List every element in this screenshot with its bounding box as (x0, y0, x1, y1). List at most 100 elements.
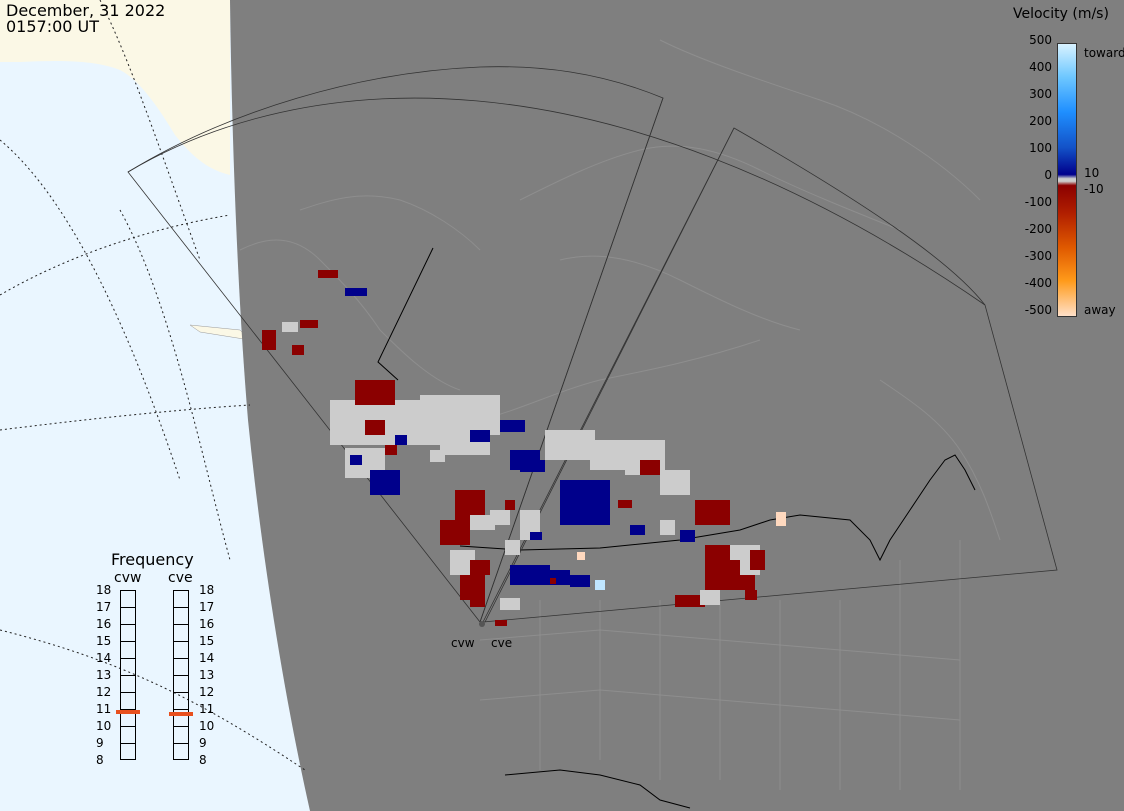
legend-title: Velocity (m/s) (1013, 6, 1109, 22)
frequency-tick: 13 (96, 668, 112, 682)
velocity-cell (370, 470, 400, 495)
frequency-tick: 9 (96, 736, 104, 750)
velocity-cell (300, 320, 318, 328)
legend-tick: 200 (1029, 114, 1052, 128)
geographic-outlines (239, 39, 1001, 790)
velocity-cell (660, 520, 675, 535)
velocity-cell (292, 345, 304, 355)
frequency-tick: 16 (96, 617, 112, 631)
velocity-cell (630, 525, 645, 535)
legend-threshold-neg: -10 (1084, 182, 1104, 196)
frequency-tick: 17 (199, 600, 215, 614)
velocity-cell (262, 330, 276, 350)
legend-tick: -200 (1024, 222, 1052, 236)
velocity-cell (440, 520, 470, 545)
velocity-cell (500, 420, 525, 432)
frequency-title: Frequency (111, 550, 194, 569)
frequency-tick: 15 (199, 634, 215, 648)
velocity-cell (500, 598, 520, 610)
velocity-cell (590, 440, 630, 470)
velocity-cell (660, 470, 690, 495)
frequency-tick: 13 (199, 668, 215, 682)
radar-fov (127, 66, 1058, 623)
legend-threshold-pos: 10 (1084, 166, 1100, 180)
latitude-grid (0, 0, 306, 771)
frequency-tick: 18 (96, 583, 112, 597)
time-label: 0157:00 UT (6, 17, 100, 36)
frequency-marker-cvw (116, 710, 140, 715)
velocity-cell (530, 532, 542, 540)
legend-tick: -500 (1024, 303, 1052, 317)
velocity-cell (470, 595, 485, 607)
frequency-tick: 8 (96, 753, 104, 767)
frequency-column-cve (173, 590, 189, 760)
velocity-cell (385, 445, 397, 455)
legend-tick: 0 (1044, 168, 1052, 182)
velocity-cell (540, 570, 570, 585)
legend-tick: 400 (1029, 60, 1052, 74)
frequency-tick: 14 (96, 651, 112, 665)
velocity-cell (345, 288, 367, 296)
frequency-tick: 8 (199, 753, 207, 767)
velocity-cell (505, 540, 520, 555)
velocity-cell (618, 500, 632, 508)
velocity-cell (282, 322, 298, 332)
velocity-cell (695, 500, 730, 525)
frequency-tick: 9 (199, 736, 207, 750)
frequency-tick: 14 (199, 651, 215, 665)
velocity-cell (776, 512, 786, 526)
legend-colorbar (1057, 43, 1077, 317)
legend-tick: 500 (1029, 33, 1052, 47)
velocity-cell (470, 430, 490, 442)
velocity-cell (675, 595, 705, 607)
frequency-tick: 12 (96, 685, 112, 699)
velocity-cell (318, 270, 338, 278)
velocity-cell (350, 455, 362, 465)
legend-tick: 300 (1029, 87, 1052, 101)
freq-radar-label-cvw: cvw (114, 570, 142, 586)
velocity-cell (355, 380, 395, 405)
legend-away: away (1084, 303, 1116, 317)
velocity-cell (430, 450, 445, 462)
frequency-tick: 18 (199, 583, 215, 597)
frequency-marker-cve (169, 712, 193, 717)
velocity-cell (570, 575, 590, 587)
legend-tick: -300 (1024, 249, 1052, 263)
velocity-cell (365, 420, 385, 435)
national-borders (377, 247, 976, 809)
frequency-tick: 12 (199, 685, 215, 699)
frequency-tick: 11 (199, 702, 215, 716)
frequency-tick: 10 (199, 719, 215, 733)
legend-tick: -400 (1024, 276, 1052, 290)
velocity-cell (495, 620, 507, 626)
velocity-cell (395, 435, 407, 445)
velocity-cell (745, 590, 757, 600)
legend-tick: 100 (1029, 141, 1052, 155)
frequency-column-cvw (120, 590, 136, 760)
velocity-cell (520, 460, 545, 472)
velocity-cell (720, 560, 740, 580)
frequency-tick: 15 (96, 634, 112, 648)
velocity-cell (680, 530, 695, 542)
freq-radar-label-cve: cve (168, 570, 193, 586)
velocity-cell (570, 500, 605, 525)
velocity-cell (750, 550, 765, 570)
frequency-tick: 10 (96, 719, 112, 733)
velocity-cell (700, 590, 720, 605)
legend-toward: toward (1084, 46, 1124, 60)
radar-label-east: cve (491, 636, 513, 650)
velocity-cell (470, 515, 495, 530)
velocity-cell (505, 500, 515, 510)
velocity-cell (560, 440, 585, 460)
velocity-cell (470, 560, 490, 575)
alaska-land (0, 0, 230, 175)
velocity-cell (640, 460, 660, 475)
legend-tick: -100 (1024, 195, 1052, 209)
frequency-tick: 16 (199, 617, 215, 631)
velocity-cells (262, 270, 786, 626)
radar-label-west: cvw (451, 636, 475, 650)
frequency-tick: 17 (96, 600, 112, 614)
velocity-cell (420, 395, 500, 435)
frequency-tick: 11 (96, 702, 112, 716)
